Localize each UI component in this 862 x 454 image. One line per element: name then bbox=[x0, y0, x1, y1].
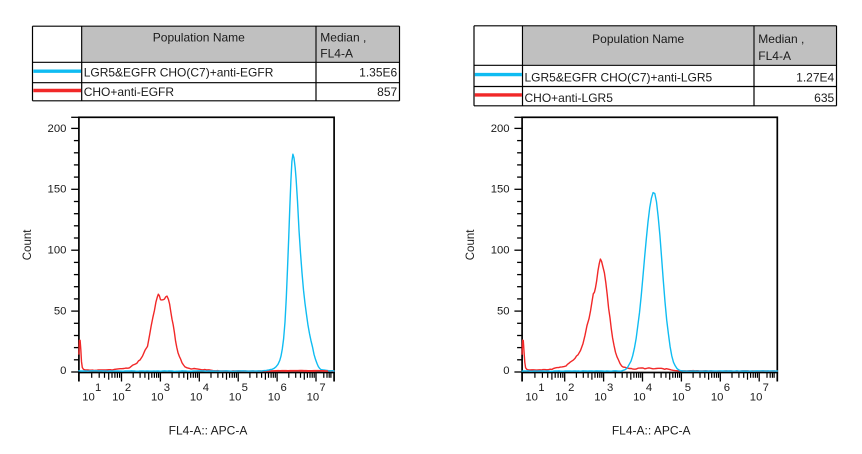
svg-text:10: 10 bbox=[307, 391, 320, 403]
svg-text:10: 10 bbox=[594, 391, 607, 403]
svg-text:10: 10 bbox=[82, 391, 95, 403]
svg-text:Median ,: Median , bbox=[320, 30, 366, 44]
svg-text:Population Name: Population Name bbox=[153, 30, 245, 44]
svg-text:FL4-A: FL4-A bbox=[758, 49, 791, 63]
svg-text:FL4-A: FL4-A bbox=[320, 47, 353, 61]
svg-text:5: 5 bbox=[685, 382, 691, 394]
svg-text:10: 10 bbox=[229, 391, 242, 403]
svg-text:CHO+anti-EGFR: CHO+anti-EGFR bbox=[84, 85, 175, 99]
svg-text:LGR5&EGFR CHO(C7)+anti-EGFR: LGR5&EGFR CHO(C7)+anti-EGFR bbox=[84, 65, 274, 79]
svg-text:Count: Count bbox=[22, 229, 34, 260]
svg-text:10: 10 bbox=[633, 391, 646, 403]
svg-text:10: 10 bbox=[672, 391, 685, 403]
svg-text:3: 3 bbox=[607, 382, 613, 394]
svg-text:3: 3 bbox=[164, 382, 170, 394]
svg-text:1: 1 bbox=[538, 382, 544, 394]
svg-text:10: 10 bbox=[190, 391, 203, 403]
svg-text:50: 50 bbox=[54, 306, 67, 318]
svg-text:1: 1 bbox=[95, 382, 101, 394]
svg-text:5: 5 bbox=[242, 382, 248, 394]
svg-text:Population Name: Population Name bbox=[592, 32, 684, 46]
svg-text:100: 100 bbox=[48, 245, 67, 257]
svg-text:FL4-A:: APC-A: FL4-A:: APC-A bbox=[612, 424, 691, 438]
svg-text:50: 50 bbox=[497, 306, 510, 318]
svg-text:10: 10 bbox=[525, 391, 538, 403]
svg-text:CHO+anti-LGR5: CHO+anti-LGR5 bbox=[525, 91, 614, 105]
svg-text:10: 10 bbox=[750, 391, 763, 403]
svg-text:10: 10 bbox=[711, 391, 724, 403]
svg-text:2: 2 bbox=[125, 382, 131, 394]
svg-text:150: 150 bbox=[491, 184, 510, 196]
svg-text:200: 200 bbox=[48, 123, 67, 135]
svg-text:100: 100 bbox=[491, 245, 510, 257]
svg-text:6: 6 bbox=[281, 382, 287, 394]
svg-text:10: 10 bbox=[112, 391, 125, 403]
svg-text:635: 635 bbox=[814, 91, 834, 105]
svg-text:200: 200 bbox=[491, 123, 510, 135]
svg-text:10: 10 bbox=[268, 391, 281, 403]
svg-text:10: 10 bbox=[151, 391, 164, 403]
svg-text:1.27E4: 1.27E4 bbox=[796, 70, 834, 84]
svg-text:2: 2 bbox=[568, 382, 574, 394]
svg-text:1.35E6: 1.35E6 bbox=[359, 65, 397, 79]
svg-text:4: 4 bbox=[646, 382, 652, 394]
svg-text:0: 0 bbox=[503, 365, 509, 377]
svg-text:0: 0 bbox=[60, 365, 66, 377]
svg-text:7: 7 bbox=[319, 382, 325, 394]
svg-text:857: 857 bbox=[377, 85, 397, 99]
svg-text:4: 4 bbox=[203, 382, 209, 394]
svg-text:7: 7 bbox=[763, 382, 769, 394]
svg-text:Median ,: Median , bbox=[758, 32, 804, 46]
svg-text:10: 10 bbox=[555, 391, 568, 403]
svg-text:FL4-A:: APC-A: FL4-A:: APC-A bbox=[169, 424, 248, 438]
svg-text:150: 150 bbox=[48, 184, 67, 196]
svg-text:LGR5&EGFR CHO(C7)+anti-LGR5: LGR5&EGFR CHO(C7)+anti-LGR5 bbox=[525, 70, 713, 84]
svg-text:6: 6 bbox=[724, 382, 730, 394]
svg-text:Count: Count bbox=[465, 229, 477, 260]
